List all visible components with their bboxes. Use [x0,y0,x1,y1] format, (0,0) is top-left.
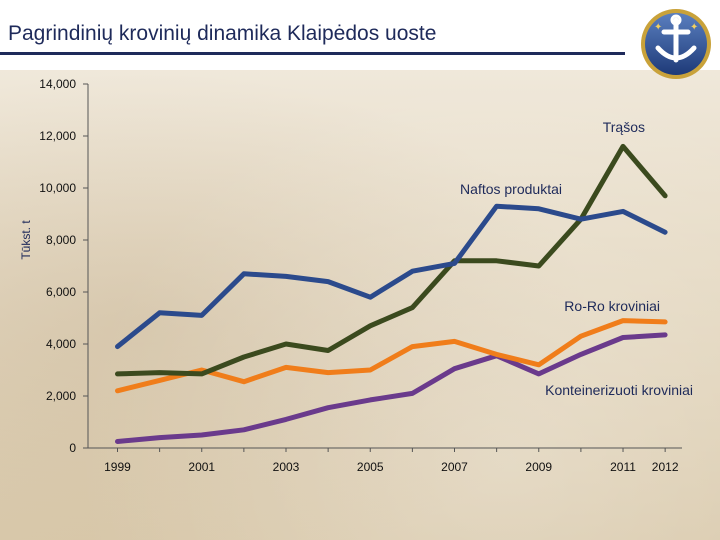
x-tick-label: 2001 [188,460,215,474]
y-tick-label: 12,000 [39,129,76,143]
chart-axes [87,84,682,449]
header: Pagrindinių krovinių dinamika Klaipėdos … [0,0,720,79]
y-tick-label: 4,000 [46,337,76,351]
series-line-trasos [115,143,668,377]
series-label-trasos: Trąšos [603,119,645,135]
title-underline [0,52,625,55]
y-tick-label: 2,000 [46,389,76,403]
x-tick-label: 2003 [273,460,300,474]
page-title: Pagrindinių krovinių dinamika Klaipėdos … [8,22,437,45]
y-tick-label: 0 [69,441,76,455]
svg-text:✦: ✦ [690,22,698,33]
series-lines [115,143,668,444]
series-label-konteineriai: Konteinerizuoti kroviniai [545,382,693,398]
port-anchor-emblem-icon: ✦ ✦ [641,9,711,79]
series-labels: Trąšos Naftos produktai Ro-Ro kroviniai … [460,119,693,398]
x-tick-label: 2011 [610,460,636,474]
series-label-naftos: Naftos produktai [460,181,562,197]
x-tick-label: 1999 [104,460,131,474]
x-tick-label: 2007 [441,460,468,474]
svg-text:✦: ✦ [654,22,662,33]
y-tick-label: 8,000 [46,233,76,247]
x-tick-label: 2005 [357,460,384,474]
series-line-konteineriai [115,332,668,444]
x-tick-label: 2012 [652,460,679,474]
x-ticks: 1999 2001 2003 2005 2007 2009 2011 2012 [104,448,679,474]
y-axis-label: Tūkst. t [19,220,33,260]
series-label-roro: Ro-Ro kroviniai [564,298,660,314]
y-tick-label: 14,000 [39,77,76,91]
series-line-naftos [115,203,668,350]
y-ticks: 0 2,000 4,000 6,000 8,000 10,000 12,000 14,000 [39,77,88,455]
y-tick-label: 10,000 [39,181,76,195]
y-tick-label: 6,000 [46,285,76,299]
x-tick-label: 2009 [525,460,552,474]
